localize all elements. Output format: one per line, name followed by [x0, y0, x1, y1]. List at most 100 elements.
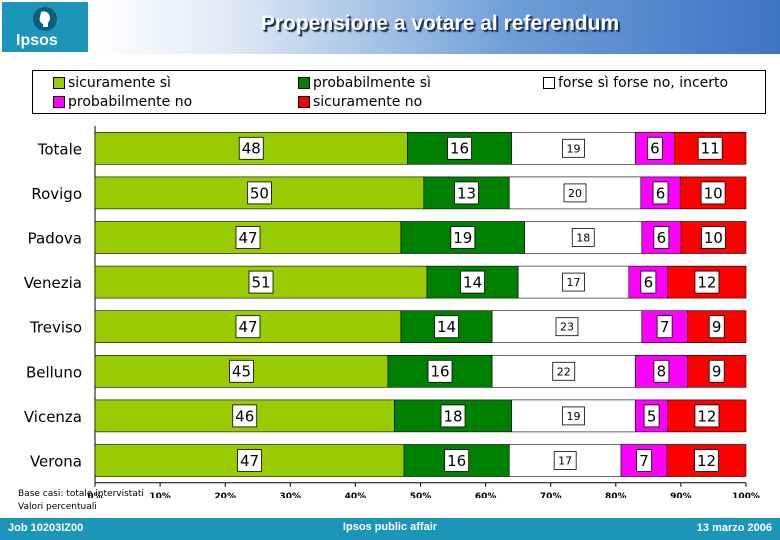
data-label: 10 — [704, 229, 723, 247]
data-label: 5 — [647, 407, 657, 425]
x-tick-label: 80% — [605, 492, 627, 498]
data-label: 8 — [657, 363, 667, 381]
data-label-box — [246, 181, 272, 205]
data-label: 17 — [566, 276, 580, 289]
data-label: 9 — [712, 363, 722, 381]
data-label: 14 — [463, 274, 482, 292]
data-label-box — [237, 449, 262, 472]
data-label: 14 — [437, 318, 456, 336]
x-tick-label: 10% — [149, 492, 171, 498]
data-label: 6 — [656, 184, 666, 202]
data-label: 16 — [450, 140, 469, 158]
footer-date: 13 marzo 2006 — [696, 522, 772, 534]
data-label-box — [694, 270, 720, 294]
data-label-box — [646, 136, 663, 160]
category-label: Treviso — [29, 319, 82, 337]
category-label: Verona — [30, 453, 82, 471]
legend-swatch — [53, 96, 65, 108]
data-label: 12 — [697, 452, 716, 470]
ipsos-head-icon — [33, 7, 57, 31]
data-label: 20 — [568, 187, 582, 200]
x-tick-label: 50% — [410, 492, 432, 498]
footer-bar: Job 10203IZ00 Ipsos public affair 13 mar… — [0, 518, 780, 540]
category-label: Belluno — [26, 363, 82, 381]
data-label: 17 — [558, 454, 572, 467]
data-label-box — [697, 136, 723, 160]
data-label: 16 — [430, 363, 449, 381]
legend-swatch — [298, 77, 310, 89]
x-tick-label: 0% — [87, 492, 102, 498]
data-label-box — [232, 404, 258, 428]
data-label-box — [562, 138, 585, 158]
data-label-box — [238, 136, 264, 160]
data-label-box — [643, 404, 660, 428]
header-bar: Ipsos Propensione a votare al referendum — [0, 0, 780, 54]
data-label-box — [700, 181, 726, 205]
data-label: 19 — [453, 229, 472, 247]
x-tick-label: 60% — [475, 492, 497, 498]
category-label: Rovigo — [31, 185, 82, 203]
footer-job: Job 10203IZ00 — [8, 522, 84, 534]
category-label: Venezia — [24, 274, 82, 292]
data-label-box — [636, 449, 652, 472]
data-label-box — [440, 404, 466, 428]
legend-item-probabilmente-no: probabilmente no — [53, 94, 192, 110]
legend-item-incerto: forse sì forse no, incerto — [543, 75, 728, 91]
data-label-box — [444, 449, 470, 472]
data-label: 6 — [650, 140, 660, 158]
legend-label: probabilmente no — [68, 94, 193, 110]
data-label: 12 — [697, 274, 716, 292]
data-label: 19 — [566, 410, 580, 423]
chart-legend: sicuramente sì probabilmente sì forse sì… — [32, 70, 766, 114]
data-label: 51 — [251, 274, 270, 292]
data-label-box — [708, 359, 725, 383]
data-label-box — [460, 270, 485, 294]
data-label-box — [562, 406, 585, 426]
data-label: 47 — [240, 452, 259, 470]
x-tick-label: 30% — [280, 492, 302, 498]
data-label-box — [229, 359, 254, 383]
legend-item-probabilmente-si: probabilmente sì — [298, 75, 431, 91]
legend-label: probabilmente sì — [313, 75, 431, 91]
ipsos-logo: Ipsos — [2, 2, 88, 52]
data-label-box — [434, 315, 459, 339]
data-label-box — [640, 270, 657, 294]
data-label: 50 — [250, 184, 269, 202]
x-tick-label: 40% — [345, 492, 367, 498]
data-label: 45 — [232, 363, 251, 381]
data-label: 18 — [444, 407, 463, 425]
footer-center: Ipsos public affair — [342, 521, 438, 533]
data-label-box — [454, 181, 479, 205]
data-label: 11 — [701, 140, 720, 158]
data-label-box — [656, 315, 673, 339]
legend-label: sicuramente no — [313, 94, 423, 110]
data-label: 46 — [235, 407, 254, 425]
legend-label: sicuramente sì — [68, 75, 171, 91]
x-tick-label: 90% — [670, 492, 692, 498]
category-label: Padova — [28, 230, 82, 248]
data-label: 13 — [457, 184, 476, 202]
data-label: 48 — [242, 140, 261, 158]
footnote-values: Valori percentuali — [18, 502, 97, 512]
data-label: 19 — [566, 142, 580, 155]
data-label-box — [562, 272, 585, 292]
data-label-box — [450, 226, 476, 249]
data-label-box — [563, 183, 587, 203]
footnote-base: Base casi: totale intervistati — [18, 489, 144, 499]
data-label: 7 — [639, 452, 649, 470]
data-label: 12 — [697, 407, 716, 425]
data-label-box — [571, 228, 595, 247]
data-label: 7 — [660, 318, 670, 336]
data-label-box — [235, 315, 261, 339]
data-label: 23 — [560, 321, 574, 334]
data-label-box — [447, 136, 472, 160]
data-label-box — [652, 181, 669, 205]
category-label: Vicenza — [24, 408, 82, 426]
data-label-box — [708, 315, 725, 339]
legend-label: forse sì forse no, incerto — [558, 75, 729, 91]
data-label-box — [555, 317, 579, 337]
legend-swatch — [298, 96, 310, 108]
category-label: Totale — [37, 140, 82, 158]
data-label: 47 — [238, 229, 257, 247]
data-label-box — [248, 270, 274, 294]
